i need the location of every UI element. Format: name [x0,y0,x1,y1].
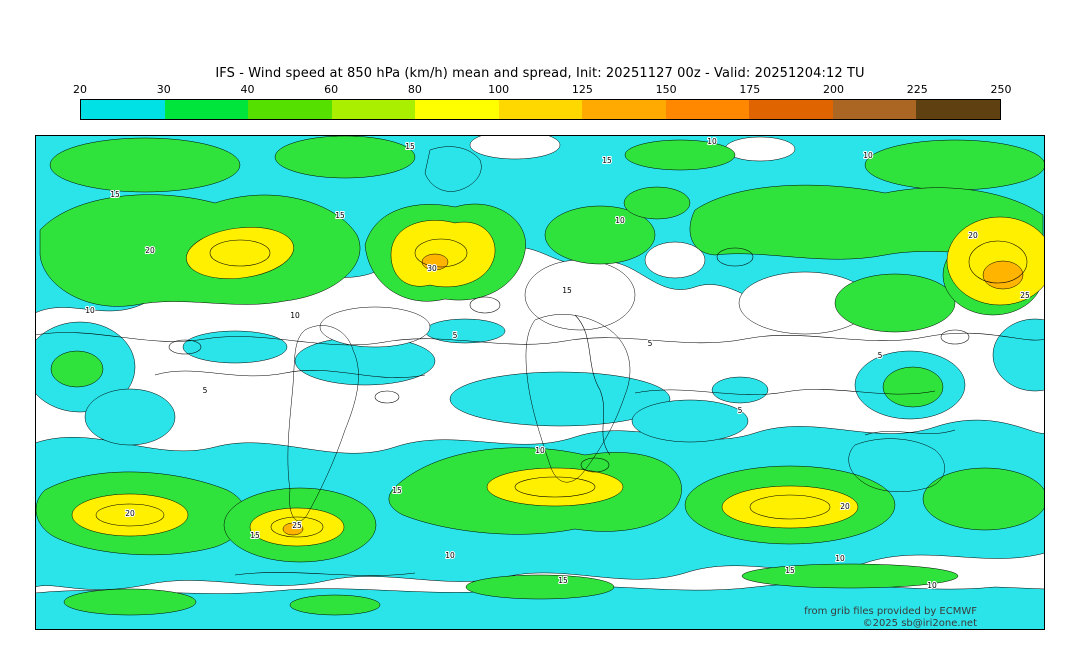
credit-copyright: ©2025 sb@iri2one.net [862,618,977,629]
contour-label: 25 [1020,291,1030,300]
colorbar-ticks: 20 30 40 60 80 100 125 150 175 200 225 250 [73,83,1012,96]
wind-fill-below-20 [319,135,872,348]
colorbar-segment [164,100,249,119]
contour-label: 30 [427,264,437,273]
contour-label: 15 [250,531,260,540]
contour-label: 15 [602,156,612,165]
colorbar-segment [331,100,416,119]
wind-fill-60-100 [71,216,1045,547]
colorbar-segment [582,100,666,119]
colorbar-segment [832,100,917,119]
contour-label: 20 [145,246,155,255]
wind-map-svg: 15 10 15 10 15 20 30 15 10 20 10 15 25 5 5 10 5 10 5 5 15 20 1… [35,135,1045,630]
contour-label: 20 [125,509,135,518]
contour-label: 10 [290,311,300,320]
contour-label: 15 [562,286,572,295]
contour-label: 25 [292,521,302,530]
contour-label: 20 [968,231,978,240]
colorbar-segment [916,100,1001,119]
colorbar-segment [248,100,332,119]
colorbar-tick: 125 [571,83,593,96]
colorbar-tick: 250 [990,83,1012,96]
colorbar-tick: 200 [823,83,845,96]
contour-label: 15 [558,576,568,585]
contour-label: 10 [835,554,845,563]
contour-label: 5 [203,386,208,395]
colorbar-segment [749,100,833,119]
contour-label: 10 [445,551,455,560]
colorbar-tick: 175 [739,83,761,96]
colorbar-tick: 225 [906,83,928,96]
contour-label: 10 [535,446,545,455]
colorbar-tick: 60 [324,83,339,96]
contour-label: 5 [878,351,883,360]
wind-fill-100-150 [282,253,1024,536]
contour-label: 10 [927,581,937,590]
contour-label: 10 [863,151,873,160]
contour-label: 15 [785,566,795,575]
world-map: 15 10 15 10 15 20 30 15 10 20 10 15 25 5 5 10 5 10 5 5 15 20 1… [35,135,1045,630]
contour-label: 5 [648,339,653,348]
contour-label: 10 [615,216,625,225]
colorbar-tick: 100 [488,83,510,96]
coastlines [287,146,945,522]
colorbar-tick: 40 [240,83,255,96]
contour-label: 5 [738,406,743,415]
colorbar-tick: 150 [655,83,677,96]
colorbar-bar [80,99,1001,120]
contour-label: 15 [110,190,120,199]
colorbar-segment [665,100,750,119]
contour-label: 5 [453,331,458,340]
colorbar-tick: 30 [156,83,171,96]
map-border [35,135,1045,630]
colorbar-tick: 80 [407,83,422,96]
contour-label: 10 [707,137,717,146]
contour-label: 15 [392,486,402,495]
colorbar-segment [81,100,165,119]
contour-label: 15 [405,142,415,151]
colorbar-segment [498,100,583,119]
chart-title: IFS - Wind speed at 850 hPa (km/h) mean … [215,66,865,81]
spread-contours [35,238,1045,576]
contour-label: 10 [85,306,95,315]
contour-label: 15 [335,211,345,220]
colorbar-segment [415,100,499,119]
contour-label: 20 [840,502,850,511]
colorbar-tick: 20 [73,83,87,96]
credit-provider: from grib files provided by ECMWF [804,606,977,617]
contour-labels: 15 10 15 10 15 20 30 15 10 20 10 15 25 5 5 10 5 10 5 5 15 20 1… [84,136,1031,591]
